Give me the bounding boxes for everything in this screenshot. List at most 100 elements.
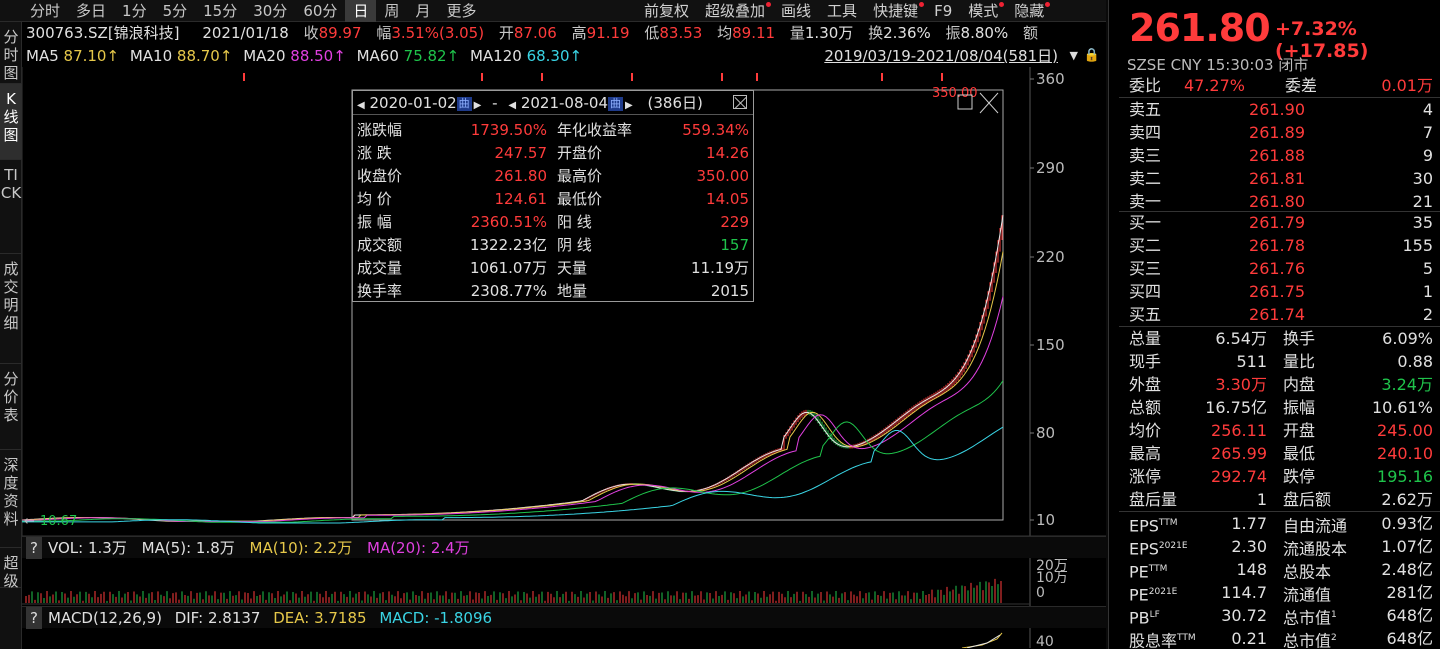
next-end-arrow[interactable]: ▶ xyxy=(625,100,633,111)
stat-label: 盘后量 xyxy=(1129,490,1178,509)
side-tab[interactable]: 分价表 xyxy=(0,364,22,450)
tool-button[interactable]: 快捷键 xyxy=(865,0,926,22)
period-tab[interactable]: 60分 xyxy=(303,2,338,20)
bid-volume: 5 xyxy=(1422,259,1433,278)
stat-label: 总量 xyxy=(1129,329,1162,348)
volume-help-button[interactable]: ? xyxy=(26,537,42,559)
quote-row: PBLF 30.72 总市值1 648亿 xyxy=(1109,604,1440,627)
volume-axis-label: 0 xyxy=(1036,585,1045,601)
fund-label-text: PE xyxy=(1129,585,1149,605)
period-tab[interactable]: 30分 xyxy=(253,2,288,20)
tool-button[interactable]: 超级叠加 xyxy=(697,0,773,22)
stat-label: 收盘价 xyxy=(357,167,403,185)
period-tab[interactable]: 分时 xyxy=(30,2,61,20)
price-axis-label: 150 xyxy=(1036,336,1065,354)
calendar-icon[interactable]: 曲 xyxy=(608,96,624,111)
tool-label: F9 xyxy=(934,2,953,20)
stat-value: 0.88 xyxy=(1397,352,1433,371)
ma10-label: MA10 xyxy=(129,47,173,65)
fund-value: 2.30 xyxy=(1231,537,1267,556)
dropdown-icon[interactable]: ▼ xyxy=(1069,49,1078,62)
stat-value: 124.61 xyxy=(494,190,548,208)
tool-button[interactable]: 隐藏 xyxy=(1006,0,1052,22)
period-tab[interactable]: 日 xyxy=(345,0,377,22)
ask-label: 卖四 xyxy=(1129,123,1162,142)
quote-row: 买一 261.79 35 xyxy=(1109,211,1440,234)
fund-label: 流通股本 xyxy=(1283,535,1347,560)
period-tabs: 分时 多日 1分 5分 15分 30分 60分日周月更多 xyxy=(22,0,484,22)
stat-label: 最高 xyxy=(1129,444,1162,463)
stat-label: 现手 xyxy=(1129,352,1162,371)
period-tab[interactable]: 多日 xyxy=(76,2,107,20)
divider xyxy=(1119,97,1440,98)
quote-row: PE2021E 114.7 流通值 281亿 xyxy=(1109,581,1440,604)
range-start-date[interactable]: 2020-01-02 xyxy=(369,94,457,112)
ma60-label: MA60 xyxy=(356,47,399,65)
side-tab[interactable]: 超级 xyxy=(0,548,22,590)
bid-price: 261.74 xyxy=(1249,305,1305,324)
quote-row: 买五 261.74 2 xyxy=(1109,303,1440,326)
bid-price: 261.78 xyxy=(1249,236,1305,255)
side-tab[interactable]: TICK xyxy=(0,160,22,254)
stat-label: 跌停 xyxy=(1283,467,1316,486)
stat-value: 3.30万 xyxy=(1215,375,1267,394)
side-tab[interactable]: 成交明细 xyxy=(0,254,22,364)
tool-button[interactable]: 工具 xyxy=(819,0,865,22)
range-end-date[interactable]: 2021-08-04 xyxy=(520,94,609,112)
date-range-link[interactable]: 2019/03/19-2021/08/04(581日) xyxy=(824,47,1058,65)
stat-label: 涨 跌 xyxy=(357,144,392,162)
macd-dea-line xyxy=(961,632,1003,648)
quote-row: 卖三 261.88 9 xyxy=(1109,144,1440,167)
fund-label-sub: 2 xyxy=(1331,633,1337,643)
stat-label: 阴 线 xyxy=(557,236,592,254)
stat-value: 1739.50% xyxy=(470,121,547,139)
macd-axis-label: 40 xyxy=(1036,634,1054,648)
popup-header: ◀ 2020-01-02 曲 ▶ - ◀ 2021-08-04 曲 ▶ (386日) xyxy=(353,91,753,115)
vol-ma5: MA(5): 1.8万 xyxy=(141,539,235,557)
ask-price: 261.89 xyxy=(1249,123,1305,142)
tool-button[interactable]: F9 xyxy=(926,0,960,22)
bid-price: 261.79 xyxy=(1249,213,1305,232)
next-start-arrow[interactable]: ▶ xyxy=(473,100,482,111)
divider xyxy=(1119,211,1440,212)
side-tab[interactable]: 深度资料 xyxy=(0,450,22,548)
stat-value: 11.19万 xyxy=(691,259,749,277)
stat-value: 265.99 xyxy=(1211,444,1267,463)
stat-value: 1322.23亿 xyxy=(469,236,547,254)
stat-value: 6.09% xyxy=(1382,329,1433,348)
notify-dot-icon xyxy=(999,2,1005,7)
prev-start-arrow[interactable]: ◀ xyxy=(357,100,365,111)
bid-price: 261.76 xyxy=(1249,259,1305,278)
turn-value: 2.36% xyxy=(883,24,931,42)
tool-button[interactable]: 画线 xyxy=(773,0,819,22)
tool-label: 快捷键 xyxy=(873,2,919,20)
lock-icon[interactable]: 🔒 xyxy=(1083,48,1100,63)
stat-value: 14.05 xyxy=(706,190,749,208)
close-icon[interactable] xyxy=(733,95,747,109)
calendar-icon[interactable]: 曲 xyxy=(456,96,472,111)
price-change: +7.32% (+17.85) xyxy=(1275,18,1369,62)
period-tab[interactable]: 1分 xyxy=(122,2,147,20)
period-tab[interactable]: 15分 xyxy=(203,2,238,20)
period-tab[interactable]: 5分 xyxy=(162,2,188,20)
period-tab[interactable]: 更多 xyxy=(446,2,477,20)
stat-label: 成交量 xyxy=(357,259,403,277)
fund-label-sub: TTM xyxy=(1177,633,1196,643)
macd-help-button[interactable]: ? xyxy=(26,607,42,629)
prev-end-arrow[interactable]: ◀ xyxy=(508,100,517,111)
quote-row: 卖一 261.80 21 xyxy=(1109,190,1440,213)
quote-row: 最高 265.99 最低 240.10 xyxy=(1109,442,1440,465)
price-axis-label: 220 xyxy=(1036,248,1065,266)
tool-button[interactable]: 前复权 xyxy=(636,0,697,22)
stat-label: 量比 xyxy=(1283,352,1316,371)
period-tab[interactable]: 周 xyxy=(384,2,400,20)
period-tab[interactable]: 月 xyxy=(415,2,431,20)
stat-label: 最低价 xyxy=(557,190,603,208)
side-tab[interactable]: K线图 xyxy=(0,84,22,160)
stat-value: 2308.77% xyxy=(470,282,547,300)
tool-button[interactable]: 模式 xyxy=(960,0,1006,22)
ma10-value: 88.70↑ xyxy=(176,47,233,65)
quote-row: 涨停 292.74 跌停 195.16 xyxy=(1109,465,1440,488)
side-tab[interactable]: 分时图 xyxy=(0,22,22,84)
